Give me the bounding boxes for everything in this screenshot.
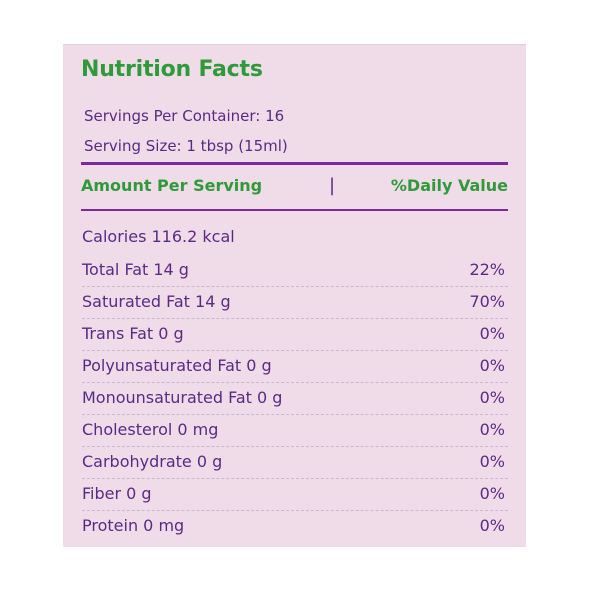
nutrient-row: Polyunsaturated Fat 0 g 0% [82, 351, 508, 383]
amount-header-row: Amount Per Serving | %Daily Value [81, 175, 508, 200]
nutrient-row: Carbohydrate 0 g 0% [82, 447, 508, 479]
header-separator: | [329, 175, 336, 196]
nutrient-daily-value: 22% [469, 260, 505, 279]
nutrient-name: Carbohydrate 0 g [82, 452, 223, 471]
nutrient-name: Fiber 0 g [82, 484, 152, 503]
nutrient-daily-value: 0% [479, 356, 505, 375]
nutrient-row: Saturated Fat 14 g 70% [82, 287, 508, 319]
nutrient-list: Total Fat 14 g 22% Saturated Fat 14 g 70… [82, 255, 508, 542]
nutrient-row: Cholesterol 0 mg 0% [82, 415, 508, 447]
nutrient-daily-value: 0% [479, 388, 505, 407]
divider-top [81, 162, 508, 165]
panel-title: Nutrition Facts [81, 57, 263, 82]
nutrient-daily-value: 0% [479, 516, 505, 535]
nutrient-daily-value: 0% [479, 452, 505, 471]
nutrient-name: Saturated Fat 14 g [82, 292, 231, 311]
daily-value-heading: %Daily Value [390, 176, 508, 195]
nutrient-name: Protein 0 mg [82, 516, 185, 535]
nutrient-name: Monounsaturated Fat 0 g [82, 388, 283, 407]
calories-line: Calories 116.2 kcal [82, 227, 235, 246]
nutrient-row: Trans Fat 0 g 0% [82, 319, 508, 351]
nutrient-name: Trans Fat 0 g [82, 324, 184, 343]
servings-per-container: Servings Per Container: 16 [84, 107, 285, 125]
nutrient-daily-value: 0% [479, 484, 505, 503]
nutrient-daily-value: 0% [479, 324, 505, 343]
serving-size: Serving Size: 1 tbsp (15ml) [84, 137, 288, 155]
nutrient-name: Total Fat 14 g [82, 260, 189, 279]
nutrient-row: Total Fat 14 g 22% [82, 255, 508, 287]
nutrition-facts-panel: Nutrition Facts Servings Per Container: … [63, 44, 526, 547]
nutrient-name: Polyunsaturated Fat 0 g [82, 356, 272, 375]
nutrient-row: Monounsaturated Fat 0 g 0% [82, 383, 508, 415]
nutrient-row: Fiber 0 g 0% [82, 479, 508, 511]
divider-header [81, 209, 508, 211]
nutrient-daily-value: 0% [479, 420, 505, 439]
nutrient-name: Cholesterol 0 mg [82, 420, 219, 439]
nutrient-daily-value: 70% [469, 292, 505, 311]
amount-per-serving-heading: Amount Per Serving [81, 176, 263, 195]
nutrient-row: Protein 0 mg 0% [82, 511, 508, 542]
